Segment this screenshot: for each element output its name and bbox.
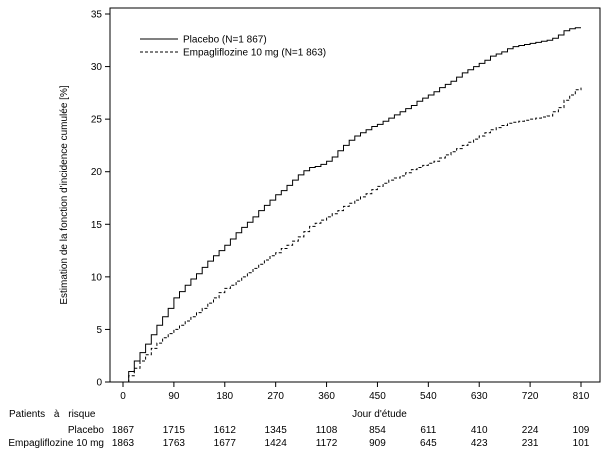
x-tick-label: 810 <box>573 391 590 402</box>
ticks: 0 5 10 15 20 25 30 35 0 90 180 270 360 450 540 630 720 81… <box>91 10 590 403</box>
risk-count: 1863 <box>112 438 135 449</box>
risk-count: 224 <box>522 425 539 436</box>
y-tick-label: 0 <box>96 378 102 389</box>
legend-label-empagliflozine: Empagliflozine 10 mg (N=1 863) <box>183 48 326 59</box>
series-line-placebo <box>123 27 581 383</box>
x-tick-label: 450 <box>369 391 386 402</box>
x-axis-label: Jour d'étude <box>352 409 407 420</box>
risk-count: 410 <box>471 425 488 436</box>
y-tick-label: 25 <box>91 115 103 126</box>
risk-count: 1108 <box>316 425 338 436</box>
x-tick-label: 360 <box>318 391 335 402</box>
risk-row-label: Empagliflozine 10 mg <box>8 438 104 449</box>
series-line-empagliflozine <box>123 87 582 383</box>
legend-label-placebo: Placebo (N=1 867) <box>183 35 267 46</box>
risk-count: 1763 <box>163 438 186 449</box>
x-tick-label: 720 <box>522 391 539 402</box>
series-lines <box>123 27 582 383</box>
x-tick-label: 90 <box>168 391 180 402</box>
y-tick-label: 35 <box>91 10 103 21</box>
risk-count: 1172 <box>316 438 338 449</box>
risk-count: 109 <box>573 425 590 436</box>
x-tick-label: 0 <box>120 391 126 402</box>
y-tick-label: 5 <box>96 325 102 336</box>
risk-count: 909 <box>369 438 386 449</box>
risk-count: 101 <box>573 438 590 449</box>
x-tick-label: 270 <box>267 391 284 402</box>
risk-table-header: Patients à risque <box>9 409 96 420</box>
x-tick-label: 180 <box>216 391 233 402</box>
risk-count: 1424 <box>265 438 288 449</box>
x-tick-label: 540 <box>420 391 437 402</box>
risk-count: 1867 <box>112 425 135 436</box>
y-tick-label: 30 <box>91 62 103 73</box>
risk-count: 1677 <box>214 438 237 449</box>
x-tick-label: 630 <box>471 391 488 402</box>
risk-row-label: Placebo <box>68 425 105 436</box>
risk-count: 1345 <box>265 425 288 436</box>
y-tick-label: 15 <box>91 220 103 231</box>
y-tick-label: 10 <box>91 272 103 283</box>
risk-count: 1612 <box>214 425 237 436</box>
risk-count: 854 <box>369 425 386 436</box>
risk-count: 611 <box>420 425 436 436</box>
plot-frame <box>109 7 601 383</box>
risk-count: 423 <box>471 438 488 449</box>
risk-count: 645 <box>420 438 437 449</box>
y-tick-label: 20 <box>91 167 103 178</box>
risk-count: 231 <box>522 438 539 449</box>
risk-table: Patients à risque Placebo 1867 1715 1612 1345… <box>8 409 589 449</box>
risk-count: 1715 <box>163 425 186 436</box>
axes: Estimation de la fonction d'incidence cu… <box>59 7 601 420</box>
y-axis-label: Estimation de la fonction d'incidence cu… <box>59 85 70 304</box>
legend: Placebo (N=1 867) Empagliflozine 10 mg (N… <box>140 35 326 59</box>
